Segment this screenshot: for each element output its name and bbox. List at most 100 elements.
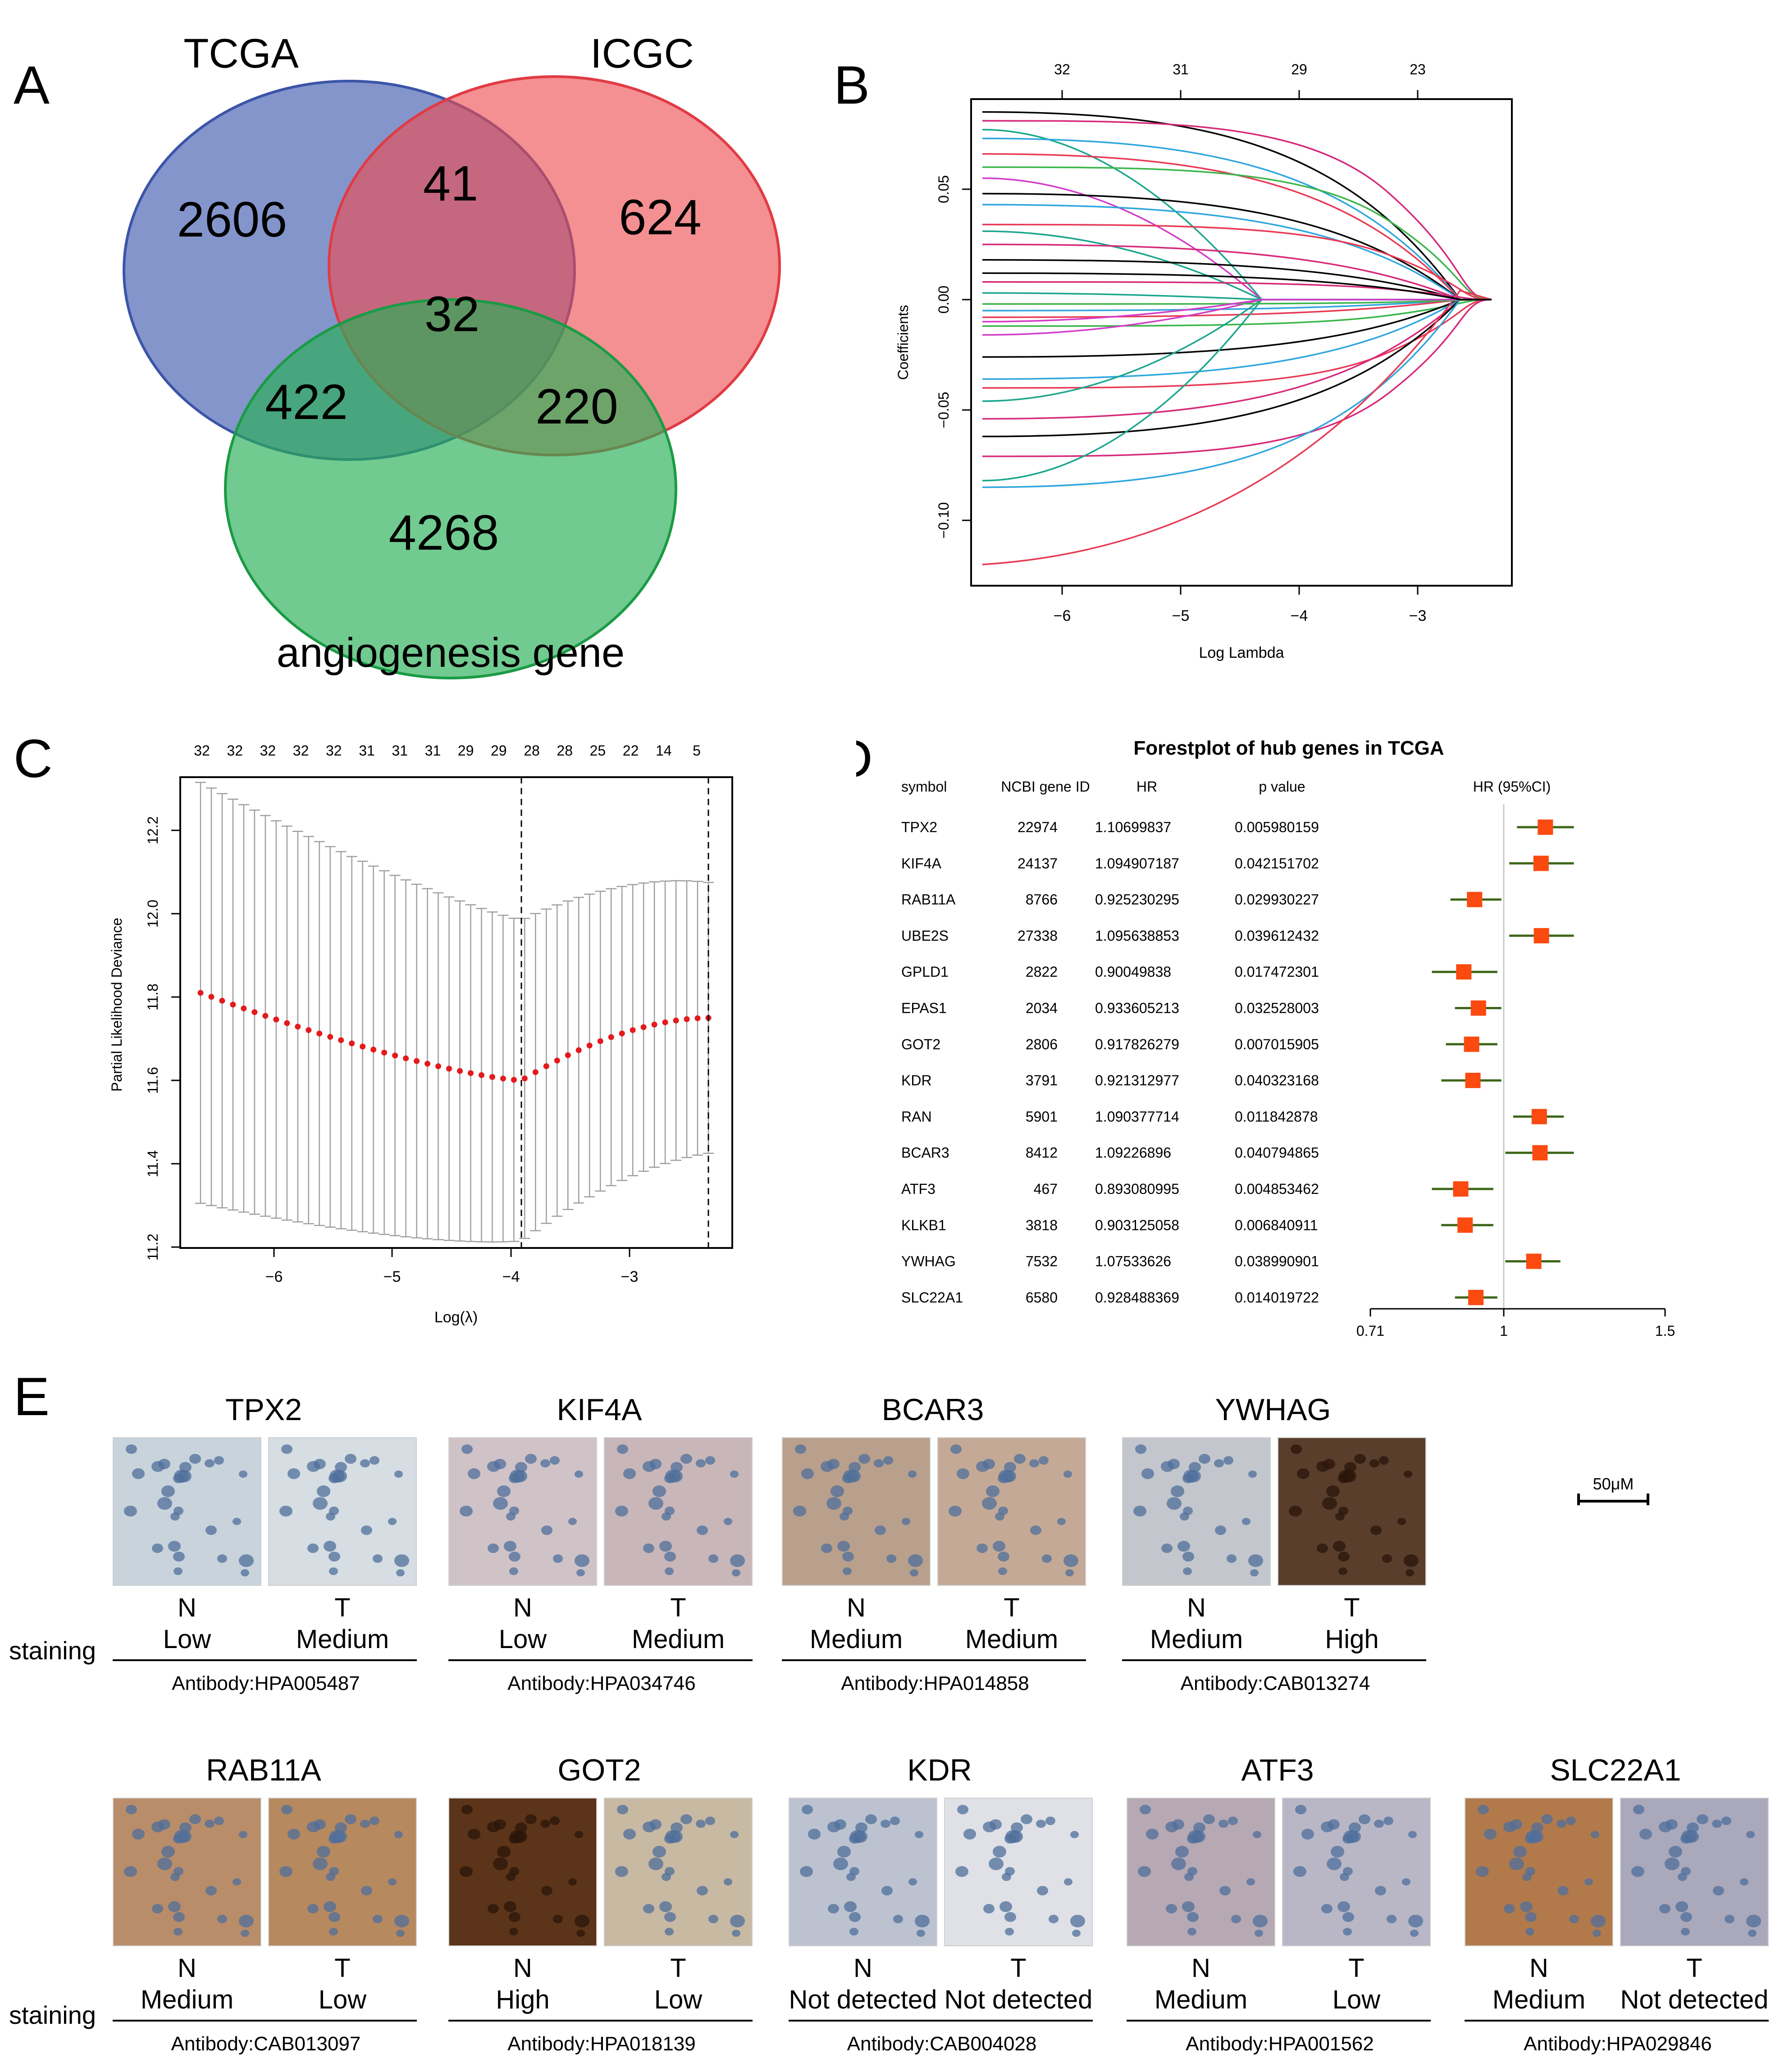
forest-hr: 1.090377714 [1095,1108,1179,1125]
cell-nucleus [724,1518,733,1525]
cell-nucleus [949,1506,962,1516]
ihc-normal-label: N [178,1593,196,1622]
ihc-image-tumor [268,1798,417,1946]
forest-p-value: 0.005980159 [1235,819,1319,835]
cv-deviance-point [197,990,204,996]
cv-deviance-point [392,1052,398,1059]
cv-deviance-point [316,1030,323,1037]
cell-nucleus [1541,1814,1553,1824]
cell-nucleus [1478,1805,1489,1814]
cv-x-axis: −6 −5 −4 −3 Log(λ) [265,1248,638,1326]
forest-x-tick: 1.5 [1655,1323,1675,1339]
cell-nucleus [1591,1831,1600,1838]
cell-nucleus [233,1878,242,1885]
cell-nucleus [908,1554,923,1567]
ihc-divider [113,2020,417,2022]
cell-nucleus [1030,1526,1041,1535]
lasso-y-axis: 0.05 0.00 −0.05 −0.10 Coefficients [895,175,971,538]
ihc-tumor-label: T [334,1954,351,1983]
cell-nucleus [957,1805,969,1814]
cell-nucleus [1740,1878,1749,1885]
ihc-gene-title: KDR [907,1753,972,1787]
cell-nucleus [955,1866,968,1877]
cv-top-tick: 29 [458,742,474,759]
forest-hr: 1.07533626 [1095,1253,1171,1270]
cell-nucleus [509,1474,520,1483]
forest-hr: 0.933605213 [1095,1000,1179,1016]
cell-nucleus [793,1506,806,1516]
cell-nucleus [170,1873,180,1881]
cell-nucleus [168,1901,181,1912]
cv-y-tick: 11.8 [145,984,161,1011]
venn-label-icgc: ICGC [590,31,694,77]
cv-deviance-point [684,1016,690,1022]
ihc-image-normal [1465,1798,1613,1946]
cv-deviance-point [284,1020,290,1026]
cv-x-tick: −6 [265,1268,283,1285]
forest-row: TPX2 22974 1.10699837 0.005980159 [901,819,1574,835]
forest-symbol: UBE2S [901,928,949,944]
cell-nucleus [1248,1471,1257,1478]
ihc-gene-title: TPX2 [225,1393,302,1427]
cell-nucleus [1327,1858,1342,1870]
ihc-tumor-level: Low [318,1985,367,2014]
lasso-top-tick: 31 [1173,61,1189,77]
lasso-coefficient-line [982,299,1492,402]
lasso-top-axis: 32 31 29 23 [1054,61,1426,99]
ihc-image-tumor [604,1798,753,1946]
cell-nucleus [1725,1915,1735,1923]
forest-gene-id: 2822 [1026,964,1058,980]
ihc-gene-title: SLC22A1 [1550,1753,1681,1787]
forest-gene-id: 2034 [1026,1000,1058,1016]
cell-nucleus [494,1459,506,1469]
cell-nucleus [1408,1915,1424,1927]
cell-nucleus [849,1928,858,1935]
cell-nucleus [1289,1506,1302,1516]
cell-nucleus [1182,1552,1194,1562]
cell-nucleus [982,1497,997,1510]
cv-top-tick: 32 [260,742,276,759]
lasso-x-axis: −6 −5 −4 −3 Log Lambda [1054,586,1426,661]
cell-nucleus [1509,1858,1524,1870]
cell-nucleus [370,1817,379,1825]
lasso-y-tick: 0.00 [936,286,952,314]
venn-angio-circle [224,298,677,679]
cell-nucleus [902,1518,911,1525]
forest-symbol: KLKB1 [901,1217,946,1233]
cell-nucleus [1322,1497,1337,1510]
cell-nucleus [158,1459,170,1469]
cell-nucleus [1328,1819,1340,1830]
cell-nucleus [664,1552,676,1562]
cell-nucleus [665,1567,674,1575]
ihc-antibody: Antibody:HPA014858 [841,1672,1029,1694]
cell-nucleus [488,1904,499,1913]
cell-nucleus [1039,1456,1049,1465]
cv-deviance-point [338,1037,344,1043]
cv-x-tick: −5 [383,1268,401,1285]
cv-deviance-point [532,1069,539,1075]
cell-nucleus [648,1497,664,1510]
cell-nucleus [1057,1518,1066,1525]
cv-deviance-point [208,994,214,1000]
cv-top-tick: 25 [590,742,606,759]
cell-nucleus [329,1834,340,1844]
cell-nucleus [1140,1805,1151,1814]
ihc-normal-label: N [847,1593,866,1622]
cell-nucleus [1713,1886,1724,1895]
cell-nucleus [493,1497,508,1510]
ihc-tumor-label: T [670,1593,686,1622]
cell-nucleus [842,1474,854,1483]
cell-nucleus [1404,1471,1413,1478]
cell-nucleus [696,1459,706,1467]
panel-label-d: D [856,729,873,789]
cell-nucleus [575,1915,590,1927]
cell-nucleus [1219,1886,1231,1895]
cell-nucleus [1072,1930,1081,1937]
cv-deviance-point [651,1021,657,1028]
cv-deviance-point [251,1009,258,1016]
cell-nucleus [1569,1915,1579,1923]
venn-count-icgc-angio: 220 [535,379,618,434]
cell-nucleus [665,1928,674,1935]
cell-nucleus [214,1456,224,1465]
cv-deviance-point [273,1016,279,1023]
